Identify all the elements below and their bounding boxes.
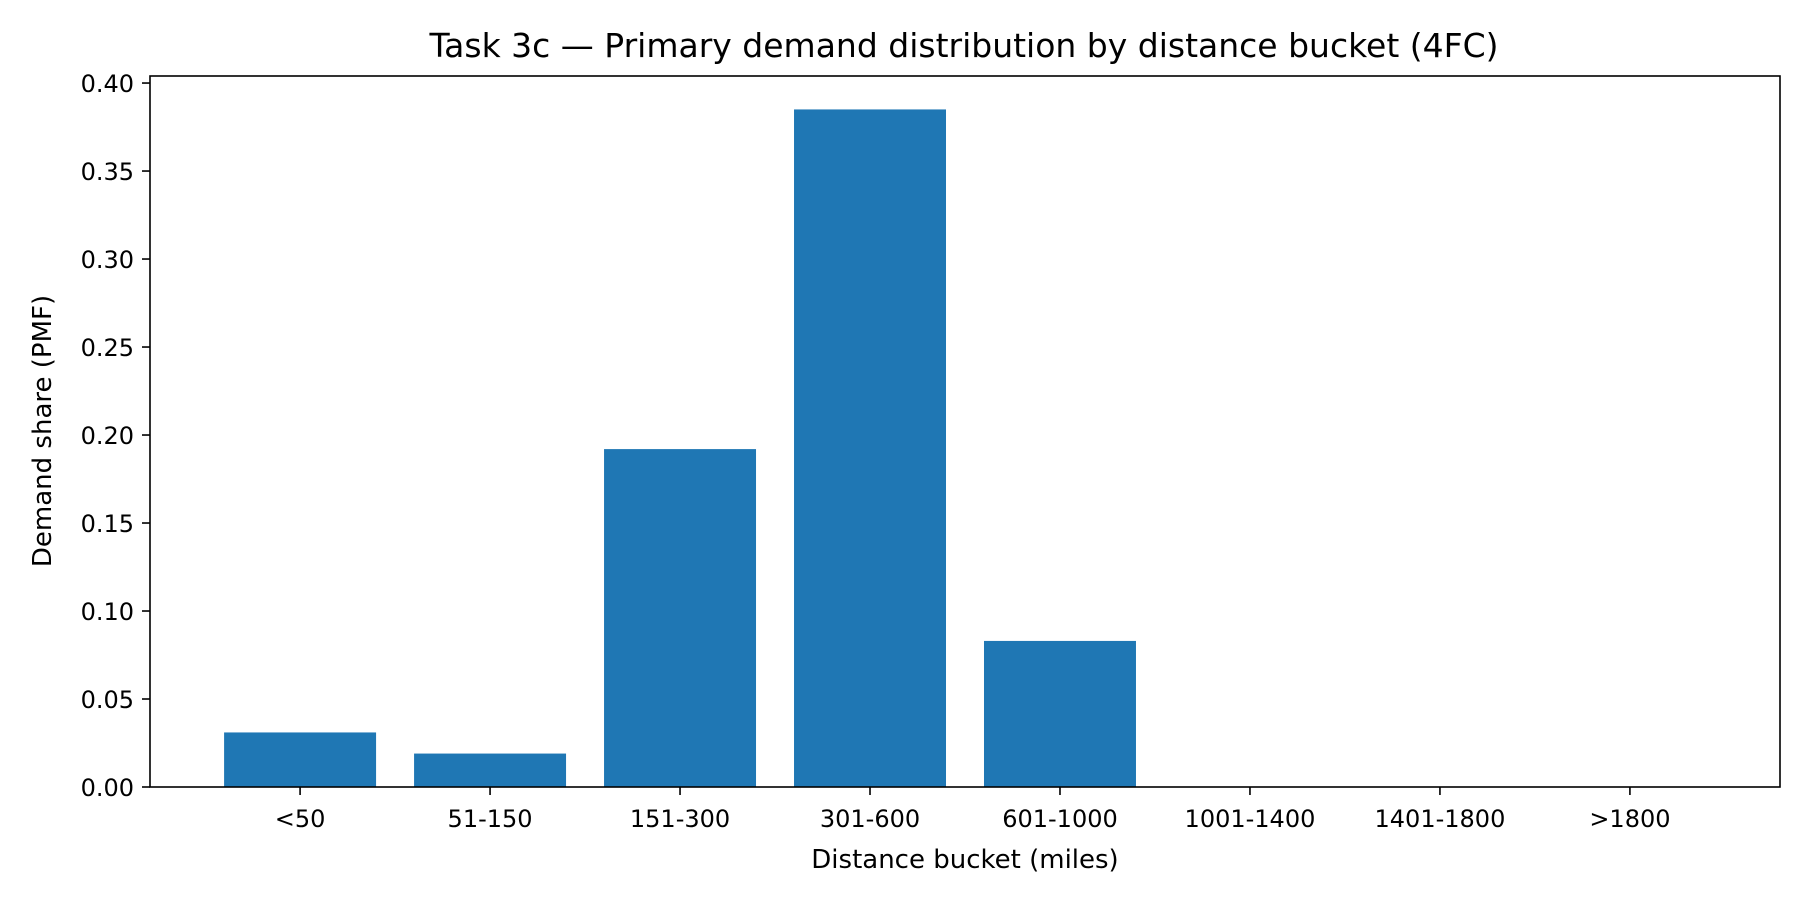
y-tick-label: 0.05 (81, 686, 134, 714)
x-axis-label: Distance bucket (miles) (811, 845, 1118, 875)
bar-3 (604, 449, 757, 787)
y-axis-label: Demand share (PMF) (28, 295, 58, 567)
plot-frame (149, 75, 1781, 788)
y-tick-label: 0.35 (81, 158, 134, 186)
y-tick-label: 0.30 (81, 246, 134, 274)
x-axis-ticks: <50 51-150 151-300 301-600 601-1000 1001-1400… (275, 787, 1671, 833)
x-tick-label: 601-1000 (1002, 805, 1118, 833)
bar-1 (224, 732, 377, 787)
y-tick-label: 0.00 (81, 774, 134, 802)
x-tick-label: >1800 (1589, 805, 1670, 833)
x-tick-label: 301-600 (820, 805, 920, 833)
y-tick-label: 0.25 (81, 334, 134, 362)
x-tick-label: 51-150 (448, 805, 533, 833)
y-tick-label: 0.10 (81, 598, 134, 626)
x-tick-label: 1401-1800 (1375, 805, 1506, 833)
y-tick-label: 0.15 (81, 510, 134, 538)
chart-title: Task 3c — Primary demand distribution by… (428, 26, 1498, 65)
y-tick-label: 0.20 (81, 422, 134, 450)
x-tick-label: 151-300 (630, 805, 730, 833)
x-tick-label: 1001-1400 (1185, 805, 1316, 833)
x-tick-label: <50 (275, 805, 326, 833)
y-axis-ticks: 0.00 0.05 0.10 0.15 0.20 0.25 0.30 0.35 0.40 (81, 70, 150, 802)
bar-5 (983, 640, 1136, 787)
bar-2 (414, 753, 567, 787)
bars-layer (224, 109, 1136, 788)
y-tick-label: 0.40 (81, 70, 134, 98)
bar-4 (794, 109, 947, 788)
